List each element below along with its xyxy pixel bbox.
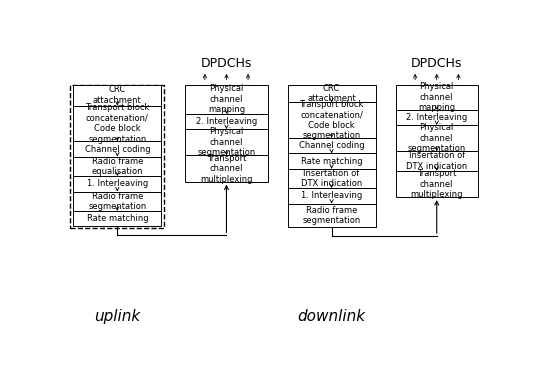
FancyBboxPatch shape	[395, 125, 478, 152]
Text: Rate matching: Rate matching	[86, 214, 148, 223]
Text: CRC
attachment: CRC attachment	[307, 84, 356, 103]
FancyBboxPatch shape	[395, 171, 478, 197]
FancyBboxPatch shape	[288, 169, 376, 188]
Text: Radio frame
equalisation: Radio frame equalisation	[92, 157, 143, 176]
Text: Transport
channel
multiplexing: Transport channel multiplexing	[410, 169, 463, 199]
Text: Insertation of
DTX indication: Insertation of DTX indication	[406, 152, 468, 171]
Text: Physical
channel
mapping: Physical channel mapping	[208, 84, 245, 114]
FancyBboxPatch shape	[288, 204, 376, 227]
FancyBboxPatch shape	[395, 110, 478, 125]
FancyBboxPatch shape	[288, 85, 376, 102]
Text: Radio frame
segmentation: Radio frame segmentation	[88, 191, 146, 211]
Text: Insertation of
DTX indication: Insertation of DTX indication	[301, 169, 362, 188]
Text: 1. Interleaving: 1. Interleaving	[87, 179, 148, 188]
FancyBboxPatch shape	[288, 102, 376, 138]
FancyBboxPatch shape	[185, 156, 268, 182]
Text: 2. Interleaving: 2. Interleaving	[406, 113, 468, 122]
FancyBboxPatch shape	[73, 191, 161, 211]
Text: Transport
channel
multiplexing: Transport channel multiplexing	[200, 154, 252, 184]
FancyBboxPatch shape	[185, 85, 268, 114]
Text: Rate matching: Rate matching	[301, 157, 362, 166]
Text: Transport block
concatenation/
Code block
segmentation: Transport block concatenation/ Code bloc…	[299, 100, 364, 140]
Text: downlink: downlink	[297, 309, 365, 324]
FancyBboxPatch shape	[185, 114, 268, 129]
Text: Radio frame
segmentation: Radio frame segmentation	[302, 206, 361, 225]
Text: uplink: uplink	[94, 309, 140, 324]
FancyBboxPatch shape	[73, 176, 161, 191]
FancyBboxPatch shape	[288, 188, 376, 204]
Text: Channel coding: Channel coding	[85, 145, 150, 153]
Text: Physical
channel
segmentation: Physical channel segmentation	[408, 123, 466, 153]
FancyBboxPatch shape	[395, 152, 478, 171]
FancyBboxPatch shape	[73, 157, 161, 176]
FancyBboxPatch shape	[73, 106, 161, 141]
Text: DPDCHs: DPDCHs	[411, 57, 463, 71]
Text: Transport block
concatenation/
Code block
segmentation: Transport block concatenation/ Code bloc…	[85, 103, 150, 144]
Text: Physical
channel
segmentation: Physical channel segmentation	[197, 127, 256, 157]
Text: CRC
attachment: CRC attachment	[93, 85, 142, 105]
FancyBboxPatch shape	[185, 129, 268, 156]
Text: 1. Interleaving: 1. Interleaving	[301, 191, 362, 201]
Text: 2. Interleaving: 2. Interleaving	[196, 117, 257, 126]
FancyBboxPatch shape	[288, 138, 376, 153]
FancyBboxPatch shape	[288, 153, 376, 169]
Text: DPDCHs: DPDCHs	[201, 57, 252, 71]
FancyBboxPatch shape	[395, 85, 478, 110]
FancyBboxPatch shape	[73, 141, 161, 157]
FancyBboxPatch shape	[73, 211, 161, 226]
Text: Channel coding: Channel coding	[299, 141, 365, 150]
Text: Physical
channel
mapping: Physical channel mapping	[418, 82, 455, 112]
FancyBboxPatch shape	[73, 85, 161, 106]
